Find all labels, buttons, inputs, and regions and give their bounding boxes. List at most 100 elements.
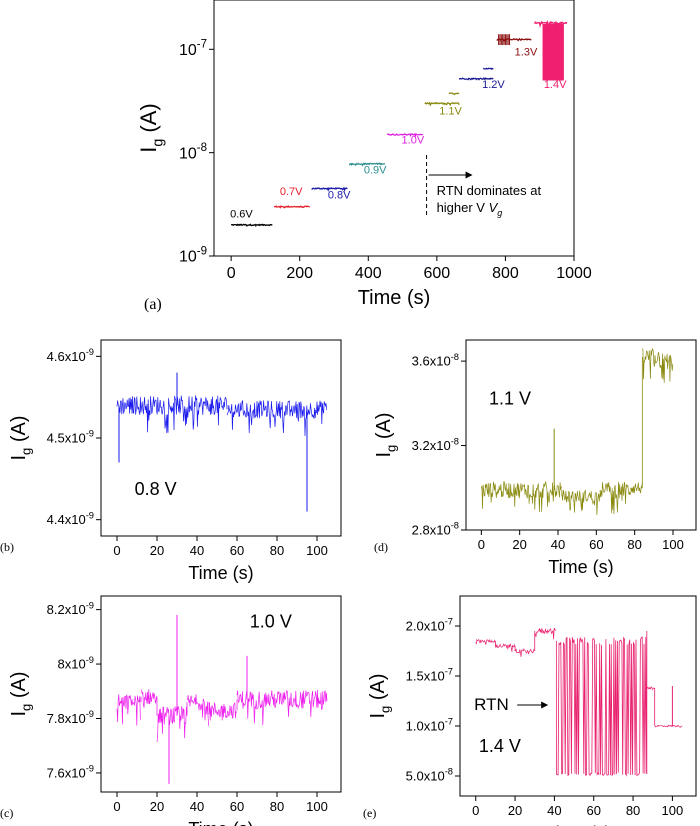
y-tick-label: 7.8x10-9 xyxy=(47,709,94,726)
x-tick-label: 80 xyxy=(626,803,640,818)
trace-segment xyxy=(646,686,655,691)
series-label: 1.4V xyxy=(544,79,567,91)
series-line xyxy=(348,162,386,167)
series-label: 1.2V xyxy=(482,79,505,91)
x-tick-label: 20 xyxy=(512,537,526,552)
x-axis-label: Time (s) xyxy=(188,563,253,583)
traces xyxy=(116,615,328,784)
y-tick-label: 3.2x10-8 xyxy=(412,436,459,453)
trace-segment xyxy=(495,642,516,652)
y-axis-label: Ig (A) xyxy=(8,415,34,460)
traces xyxy=(116,372,327,512)
series-line xyxy=(458,77,494,81)
y-tick-label: 10-9 xyxy=(179,245,207,265)
series-step xyxy=(483,67,494,71)
x-tick-label: 1000 xyxy=(556,265,592,282)
x-tick-label: 80 xyxy=(270,543,284,558)
x-tick-label: 100 xyxy=(662,803,684,818)
panel-e: 0 20 40 60 80 100 Time (s) 5.0x10-8 1.0x10-7 1.5x… xyxy=(363,595,697,826)
x-tick-label: 0 xyxy=(472,803,479,818)
trace-segment xyxy=(475,638,496,645)
y-tick-label: 3.6x10-8 xyxy=(412,352,459,369)
trace-segment xyxy=(186,694,209,727)
series-line xyxy=(424,101,460,107)
y-tick-label: 7.6x10-9 xyxy=(47,764,94,781)
y-axis-label: Ig (A) xyxy=(367,673,393,718)
x-axis-label: Time (s) xyxy=(545,823,610,826)
series-line xyxy=(231,223,273,227)
annotation-arrowhead xyxy=(465,171,473,179)
x-tick-label: 600 xyxy=(424,265,451,282)
trace-segment xyxy=(599,481,631,515)
x-tick-label: 20 xyxy=(508,803,522,818)
y-tick-label: 10-7 xyxy=(179,39,207,59)
y-tick-label: 8x10-9 xyxy=(57,655,94,672)
y-tick-label: 2.8x10-8 xyxy=(412,521,459,538)
series-label: 1.0V xyxy=(402,135,425,147)
y-tick-label: 1.0x10-7 xyxy=(406,717,453,734)
rtn-arrowhead xyxy=(541,701,549,709)
x-tick-label: 40 xyxy=(190,799,204,814)
panel-label: (a) xyxy=(144,296,162,313)
y-tick-label: 2.0x10-7 xyxy=(406,617,453,634)
series-label: 1.1V xyxy=(439,105,462,117)
series-line xyxy=(273,205,311,209)
traces xyxy=(231,20,568,227)
panel-label: (d) xyxy=(374,540,388,554)
x-tick-label: 40 xyxy=(551,537,565,552)
y-tick-label: 10-8 xyxy=(179,142,207,162)
y-tick-label: 4.6x10-9 xyxy=(47,347,94,364)
panel-label: (e) xyxy=(363,806,376,820)
x-tick-label: 0 xyxy=(113,543,120,558)
trace-segment xyxy=(156,706,188,743)
voltage-label: 0.8 V xyxy=(135,479,177,499)
x-axis-label: Time (s) xyxy=(548,557,613,577)
x-tick-label: 0 xyxy=(113,799,120,814)
trace-segment xyxy=(630,481,643,494)
trace-segment xyxy=(140,689,157,708)
x-tick-label: 800 xyxy=(492,265,519,282)
plot-frame xyxy=(100,339,342,537)
trace-segment xyxy=(534,627,557,640)
panel-c: 0 20 40 60 80 100 Time (s) 7.6x10-9 7.8x10-9 8x10… xyxy=(0,595,342,826)
x-tick-label: 0 xyxy=(478,537,485,552)
x-tick-label: 20 xyxy=(150,799,164,814)
trace-segment xyxy=(561,489,601,516)
series-line xyxy=(386,132,424,138)
x-axis-label: Time (s) xyxy=(188,819,253,826)
y-tick-label: 8.2x10-9 xyxy=(47,600,94,617)
trace-segment xyxy=(208,701,237,721)
trace-segment xyxy=(226,399,327,437)
trace-segment xyxy=(116,694,141,726)
x-tick-label: 40 xyxy=(190,543,204,558)
series-label: 0.9V xyxy=(364,164,387,176)
annotation-text: higher V Vg xyxy=(437,200,503,218)
x-tick-label: 400 xyxy=(355,265,382,282)
x-tick-label: 60 xyxy=(230,543,244,558)
rtn-annotation: RTN xyxy=(474,695,509,714)
panel-d: 0 20 40 60 80 100 Time (s) 2.8x10-8 3.2x10-8 3.6x… xyxy=(373,339,697,577)
series-label: 0.7V xyxy=(280,186,303,198)
x-tick-label: 80 xyxy=(627,537,641,552)
series-line xyxy=(311,186,348,192)
panel-label: (c) xyxy=(0,806,13,820)
x-tick-label: 60 xyxy=(230,799,244,814)
x-axis-label: Time (s) xyxy=(358,287,431,309)
voltage-label: 1.1 V xyxy=(489,389,531,409)
y-tick-label: 4.5x10-9 xyxy=(47,429,94,446)
panel-b: 0 20 40 60 80 100 Time (s) 4.4x10-9 4.5x10-9 4.6x… xyxy=(0,339,342,583)
panel-a: 0 200 400 600 800 1000 Time (s) 10-9 10-8 10-7 Ig … xyxy=(136,0,592,313)
trace-segment xyxy=(116,395,228,434)
x-tick-label: 20 xyxy=(150,543,164,558)
panel-label: (b) xyxy=(0,540,14,554)
y-tick-label: 5.0x10-8 xyxy=(406,767,453,784)
y-axis-label: Ig (A) xyxy=(373,412,399,457)
traces xyxy=(480,348,674,516)
x-tick-label: 80 xyxy=(270,799,284,814)
x-tick-label: 100 xyxy=(662,537,684,552)
trace-segment xyxy=(236,689,328,726)
y-tick-label: 4.4x10-9 xyxy=(47,510,94,527)
y-axis-label: Ig (A) xyxy=(136,103,166,153)
x-tick-label: 100 xyxy=(306,799,328,814)
